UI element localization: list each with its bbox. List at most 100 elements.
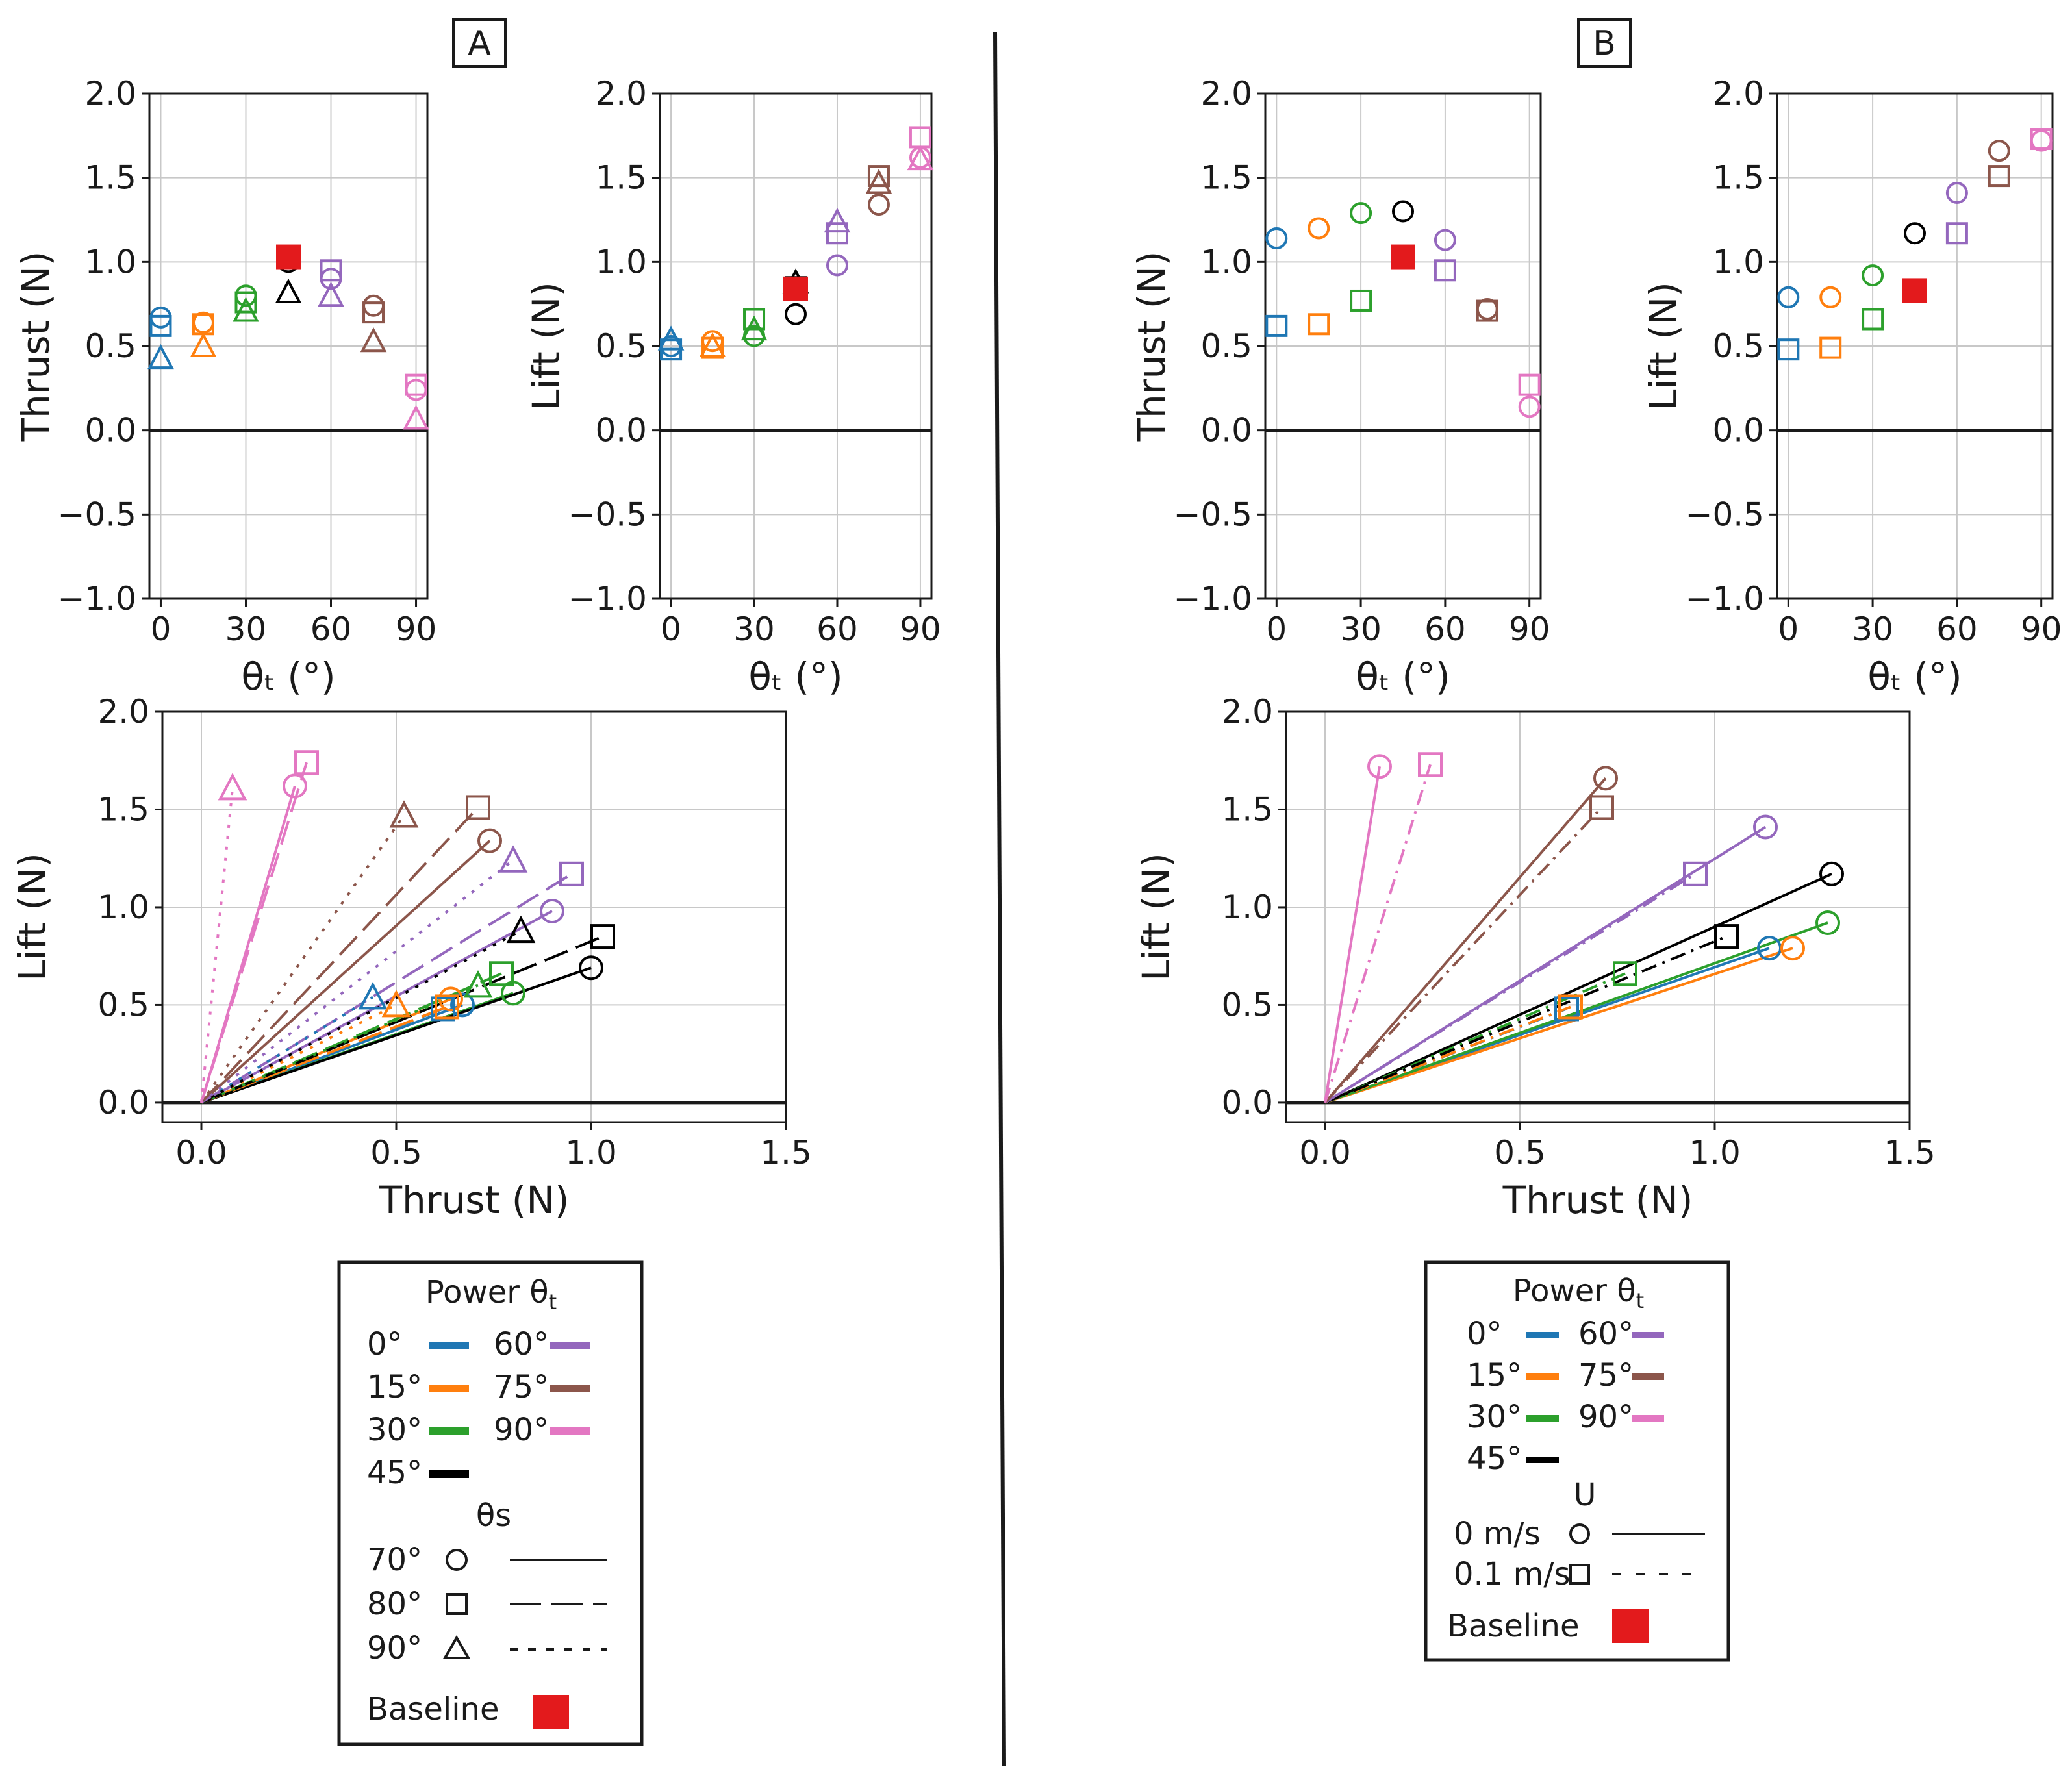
data-point — [233, 297, 259, 322]
legend-a-power-90: 90° — [494, 1412, 549, 1448]
x-tick-label: 1.0 — [565, 1134, 617, 1172]
panel-tag-a: A — [452, 18, 507, 68]
data-point — [1518, 373, 1541, 396]
y-tick-label: 1.5 — [84, 159, 136, 197]
y-tick-label: 0.0 — [595, 412, 647, 449]
legend-a-power-60: 60° — [494, 1326, 549, 1362]
data-point — [1988, 165, 2010, 188]
data-point — [1862, 264, 1884, 287]
data-point — [590, 924, 615, 949]
x-tick-label: 60 — [310, 610, 352, 648]
x-tick-label: 30 — [733, 610, 775, 648]
chart-a-lift-vs-theta: 0 30 60 90 −1.0 −0.5 0.0 0.5 1.0 1.5 2.0 θₜ (°) Lift… — [524, 75, 941, 699]
data-point — [1589, 795, 1614, 820]
axes-frame — [1285, 710, 1911, 1123]
data-point — [498, 845, 528, 873]
data-point — [826, 254, 848, 277]
data-point — [1988, 140, 2010, 162]
data-point — [431, 996, 455, 1022]
legend-b-style-0: 0 m/s — [1454, 1516, 1541, 1552]
data-point — [294, 750, 319, 775]
data-point — [1683, 861, 1708, 886]
y-tick-label: 0.5 — [97, 986, 149, 1023]
legend-b-baseline-label: Baseline — [1447, 1608, 1580, 1644]
legend-a-power-0: 0° — [367, 1326, 403, 1362]
data-point — [540, 898, 564, 923]
y-tick-label: −1.0 — [58, 580, 136, 618]
data-point — [1904, 222, 1926, 245]
data-point — [1418, 752, 1443, 777]
series-line — [200, 996, 374, 1104]
data-point — [559, 861, 584, 886]
legend-b-power-75: 75° — [1578, 1357, 1634, 1394]
y-tick-label: 1.0 — [97, 888, 149, 926]
y-tick-label: 2.0 — [1712, 75, 1764, 112]
data-point — [826, 222, 848, 245]
x-tick-label: 1.0 — [1689, 1134, 1741, 1172]
x-tick-label: 60 — [1936, 610, 1978, 648]
y-tick-label: 0.0 — [1712, 412, 1764, 449]
data-point — [1350, 289, 1372, 312]
x-axis-label: θₜ (°) — [748, 655, 842, 699]
y-tick-label: 2.0 — [1221, 693, 1273, 731]
data-point — [435, 994, 459, 1020]
x-tick-label: 90 — [900, 610, 941, 648]
series-line — [200, 762, 308, 1103]
legend-b-baseline-marker — [1612, 1609, 1649, 1643]
y-tick-label: −1.0 — [568, 580, 647, 618]
y-tick-label: 0.0 — [97, 1084, 149, 1122]
y-tick-label: −1.0 — [1174, 580, 1252, 618]
series-line — [1324, 777, 1607, 1104]
x-axis-label: θₜ (°) — [241, 655, 335, 699]
data-point — [907, 145, 934, 171]
legend-a-square-marker — [446, 1593, 468, 1615]
x-tick-label: 60 — [1424, 610, 1466, 648]
y-tick-label: 0.5 — [1712, 327, 1764, 365]
panel-tag-b: B — [1577, 18, 1632, 68]
data-point — [283, 773, 307, 799]
data-point — [1593, 766, 1618, 791]
series-line — [200, 873, 573, 1104]
x-tick-label: 0 — [661, 610, 681, 648]
y-tick-label: −0.5 — [1686, 495, 1764, 533]
y-tick-label: 1.5 — [1221, 790, 1273, 828]
x-tick-label: 30 — [1340, 610, 1382, 648]
y-tick-label: −1.0 — [1686, 580, 1764, 618]
x-tick-label: 0.0 — [1299, 1134, 1351, 1172]
y-tick-label: 2.0 — [97, 693, 149, 731]
y-axis-label: Lift (N) — [524, 282, 568, 410]
y-tick-label: 2.0 — [84, 75, 136, 112]
y-axis-label: Thrust (N) — [1130, 251, 1174, 442]
y-tick-label: 1.0 — [1200, 243, 1252, 281]
data-point — [865, 169, 892, 194]
y-tick-label: 1.0 — [84, 243, 136, 281]
data-point — [466, 795, 490, 820]
y-tick-label: 1.0 — [1712, 243, 1764, 281]
legend-a-title: Power θt — [425, 1274, 557, 1314]
data-point — [320, 259, 342, 282]
legend-a-style-80: 80° — [367, 1586, 422, 1622]
data-point — [1350, 202, 1372, 225]
data-point — [190, 332, 217, 357]
y-tick-label: 0.0 — [1200, 412, 1252, 449]
data-point — [1308, 217, 1330, 240]
data-point — [867, 194, 890, 216]
data-point — [1780, 936, 1805, 961]
data-point — [1862, 308, 1884, 331]
series-line — [1324, 764, 1432, 1103]
chart-a-lift-vs-thrust: 0.0 0.5 1.0 1.5 0.0 0.5 1.0 1.5 2.0 Thrust (N) Lif… — [10, 693, 812, 1222]
legend-a-baseline-label: Baseline — [367, 1691, 499, 1727]
y-tick-label: 0.0 — [1221, 1084, 1273, 1122]
legend-a-power-15: 15° — [367, 1369, 422, 1405]
y-tick-label: −0.5 — [568, 495, 647, 533]
data-point — [1265, 227, 1288, 250]
data-point — [360, 327, 387, 353]
y-tick-label: −0.5 — [58, 495, 136, 533]
y-axis-label: Thrust (N) — [14, 251, 58, 442]
chart-b-lift-vs-theta: 0 30 60 90 −1.0 −0.5 0.0 0.5 1.0 1.5 2.0 θₜ (°) Lift… — [1641, 75, 2062, 699]
data-point — [1753, 814, 1778, 840]
data-point — [1819, 336, 1842, 359]
data-point — [657, 325, 685, 351]
x-tick-label: 1.5 — [1884, 1134, 1936, 1172]
legend-a-triangle-marker — [442, 1635, 471, 1659]
